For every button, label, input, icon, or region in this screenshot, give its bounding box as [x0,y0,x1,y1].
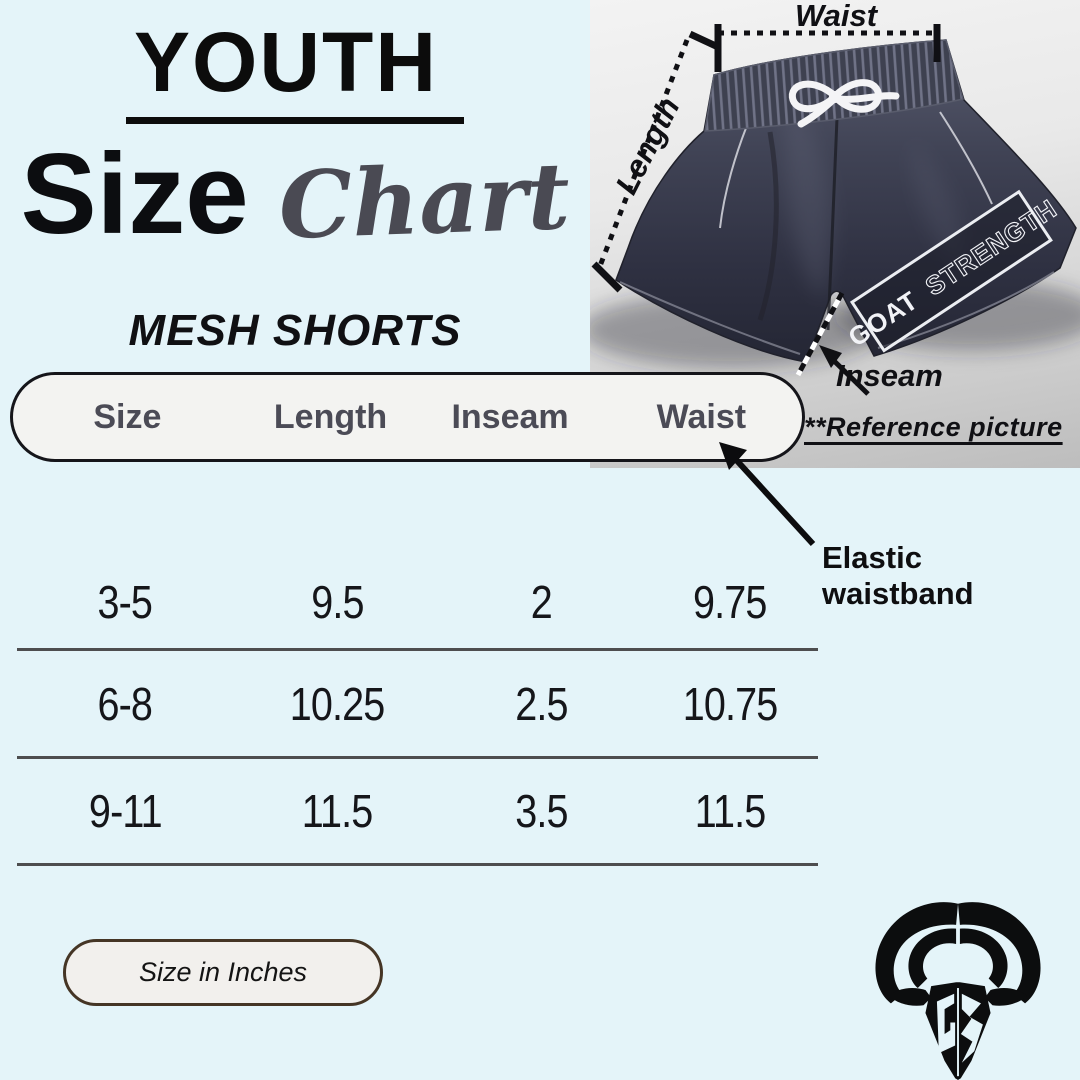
table-row: 9-11 11.5 3.5 11.5 [17,759,818,863]
drawstring-bow [788,79,900,128]
inseam-arrowhead [819,345,842,368]
cell-length: 11.5 [302,785,373,837]
length-measure-line [597,39,690,267]
cell-size: 6-8 [97,677,153,730]
units-note-text: Size in Inches [138,957,308,987]
table-row: 6-8 10.25 2.5 10.75 [17,651,818,756]
row-divider [17,863,818,866]
inseam-measure-label: Inseam [836,358,943,393]
title-word-chart: Chart [276,141,572,261]
reference-photo-panel: GOAT STRENGTH Waist Length Inseam **Refe… [590,0,1080,468]
center-seam [826,117,839,331]
units-note-pill: Size in Inches [63,939,383,1006]
goat-horn-right-icon [958,902,1041,1004]
cell-inseam: 2.5 [515,677,568,730]
inseam-measure-line-white [795,291,845,377]
cell-length: 10.25 [290,677,386,730]
size-chart-title: Size Chart [0,131,590,261]
row-divider [17,648,818,651]
goat-g-letter [936,993,956,1054]
column-header-inseam: Inseam [451,397,569,436]
goat-center-slit [957,988,959,1077]
column-header-size: Size [93,397,162,436]
shorts-leg-logo: GOAT STRENGTH [843,189,1063,353]
waist-measure-label: Waist [794,0,878,33]
right-pocket-stitch [939,111,993,205]
goat-brand-logo [875,902,1041,1080]
goat-s-letter [960,993,983,1063]
cell-length: 9.5 [311,576,364,628]
column-header-waist: Waist [656,397,747,436]
table-row: 3-5 9.5 2 9.75 [17,556,818,648]
page-title: YOUTH [0,14,590,124]
length-tick-bottom [591,261,623,293]
row-divider [17,756,818,759]
shorts-photo: GOAT STRENGTH [590,39,1080,368]
size-table-header: Size Length Inseam Waist [10,372,805,462]
goat-inner-horn-right-icon [959,928,1008,989]
fabric-sheen [785,105,832,300]
cell-size: 3-5 [97,576,153,628]
goat-horn-left-icon [875,902,958,1004]
cell-inseam: 2 [531,576,553,628]
elastic-waistband-label: Elastic waistband [822,540,974,611]
cell-inseam: 3.5 [515,785,568,837]
left-hem-stitch [619,281,801,355]
goat-inner-horn-left-icon [908,928,957,989]
elastic-callout-arrow [719,442,816,547]
length-tick-top [688,30,720,51]
column-header-length: Length [273,397,388,436]
subtitle-mesh-shorts: MESH SHORTS [128,306,462,355]
cell-waist: 10.75 [682,677,779,730]
goat-ear-right-icon [984,988,1027,1006]
reference-picture-note: **Reference picture [804,412,1063,442]
title-word-size: Size [20,131,249,258]
fabric-crease [757,131,779,321]
waistband [704,39,964,132]
size-table: 3-5 9.5 2 9.75 6-8 10.25 2.5 10.75 9-11 … [17,556,818,866]
page-title-text: YOUTH [126,14,464,124]
goat-ear-left-icon [889,988,932,1006]
cell-waist: 9.75 [693,576,767,628]
measurement-annotations [591,24,941,396]
cell-waist: 11.5 [694,785,766,837]
cell-size: 9-11 [88,785,163,837]
